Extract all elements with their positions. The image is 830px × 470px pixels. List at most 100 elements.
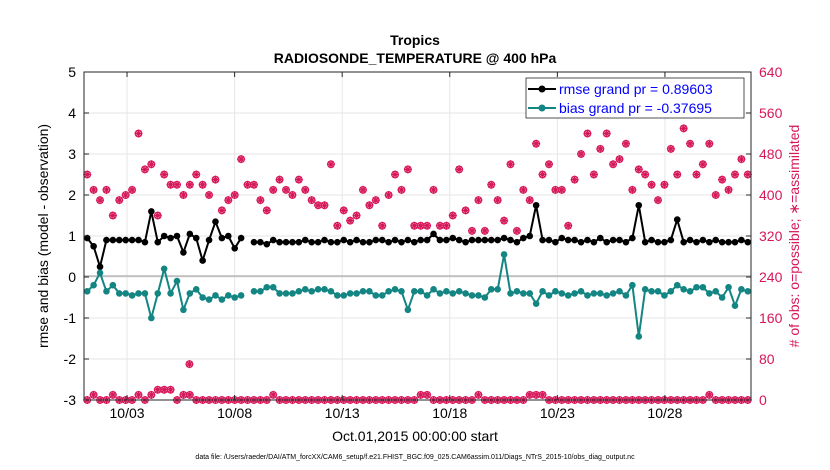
- obs-assimilated-marker: [230, 191, 239, 199]
- obs-assimilated-marker: [384, 191, 393, 199]
- bias-point: [584, 292, 591, 299]
- rmse-point: [263, 240, 271, 248]
- rmse-point: [346, 238, 354, 246]
- obs-assimilated-marker: [224, 196, 233, 205]
- obs-assimilated-marker: [525, 390, 534, 399]
- rmse-point: [167, 234, 174, 242]
- rmse-series-layer: [83, 201, 752, 271]
- obs-assimilated-marker: [679, 124, 688, 133]
- rmse-point: [616, 236, 623, 244]
- obs-assimilated-marker: [166, 180, 175, 189]
- bias-point: [699, 283, 707, 291]
- bias-point: [455, 288, 463, 295]
- bias-point: [90, 281, 97, 289]
- rmse-point: [564, 236, 572, 244]
- rmse-point: [231, 245, 239, 252]
- y-tick-label-left: 2: [68, 187, 76, 203]
- obs-assimilated-marker: [660, 180, 669, 189]
- obs-assimilated-marker: [416, 390, 425, 399]
- rmse-point: [686, 236, 694, 244]
- obs-assimilated-marker: [512, 226, 521, 235]
- bias-series-layer: [83, 251, 752, 340]
- obs-assimilated-marker: [365, 201, 374, 210]
- x-tick-label: 10/13: [325, 405, 360, 421]
- bias-point: [609, 290, 617, 297]
- obs-assimilated-marker: [564, 221, 573, 230]
- x-tick-label: 10/03: [110, 405, 145, 421]
- rmse-point: [430, 230, 437, 238]
- obs-assimilated-marker: [532, 139, 541, 148]
- rmse-point: [423, 236, 431, 244]
- obs-assimilated-marker: [519, 185, 528, 194]
- obs-assimilated-marker: [371, 196, 380, 205]
- bias-point: [558, 290, 566, 297]
- obs-assimilated-marker: [480, 226, 489, 235]
- obs-assimilated-marker: [474, 196, 483, 205]
- bias-point: [327, 288, 335, 295]
- rmse-point: [186, 230, 194, 238]
- legend-rmse-marker: [538, 85, 546, 93]
- rmse-point: [494, 236, 501, 244]
- obs-assimilated-marker: [621, 139, 630, 148]
- x-tick-label: 10/18: [432, 405, 467, 421]
- rmse-point: [654, 238, 662, 246]
- obs-assimilated-marker: [698, 160, 707, 169]
- rmse-point: [462, 238, 469, 246]
- rmse-point: [103, 236, 110, 244]
- bias-point: [135, 290, 142, 297]
- obs-assimilated-marker: [307, 196, 316, 205]
- bias-point: [539, 288, 546, 295]
- bias-point: [494, 286, 501, 293]
- y-tick-label-right: 240: [759, 269, 783, 285]
- rmse-point: [314, 238, 322, 246]
- bias-point: [148, 314, 155, 322]
- bias-point: [481, 294, 489, 301]
- obs-assimilated-marker: [134, 129, 143, 138]
- chart-title: Tropics: [390, 32, 440, 48]
- obs-assimilated-marker: [179, 191, 188, 199]
- bias-point: [731, 302, 739, 310]
- rmse-point: [282, 238, 290, 246]
- rmse-point: [558, 234, 566, 242]
- bias-point: [314, 286, 322, 293]
- obs-assimilated-marker: [397, 185, 406, 194]
- obs-assimilated-marker: [570, 175, 579, 184]
- bias-point: [552, 288, 559, 295]
- bias-point: [667, 288, 675, 295]
- rmse-point: [295, 238, 303, 246]
- bias-point: [398, 288, 405, 295]
- bias-point: [513, 288, 521, 295]
- rmse-point: [673, 216, 681, 223]
- bias-point: [192, 286, 200, 293]
- obs-assimilated-marker: [378, 221, 387, 230]
- y-tick-label-left: 3: [68, 146, 76, 162]
- obs-assimilated-marker: [115, 196, 124, 205]
- y-axis-label-left: rmse and bias (model - observation): [35, 124, 51, 348]
- bias-point: [269, 283, 277, 291]
- obs-assimilated-marker: [577, 150, 586, 158]
- obs-assimilated-marker: [89, 390, 98, 399]
- obs-assimilated-marker: [423, 390, 432, 399]
- rmse-point: [141, 238, 149, 246]
- bias-point: [308, 288, 315, 295]
- rmse-point: [289, 238, 296, 246]
- rmse-point: [250, 238, 258, 246]
- rmse-point: [128, 236, 136, 244]
- bias-point: [564, 292, 572, 299]
- rmse-point: [545, 236, 553, 244]
- obs-assimilated-marker: [320, 201, 329, 210]
- data-file-footer: data file: /Users/raeder/DAI/ATM_forcXX/…: [195, 454, 635, 461]
- rmse-point: [500, 234, 508, 242]
- bias-point: [629, 281, 636, 289]
- rmse-point: [276, 238, 283, 246]
- obs-assimilated-marker: [147, 160, 156, 169]
- bias-point: [673, 281, 681, 289]
- x-axis: 10/03 10/08 10/13 10/18 10/23 10/28: [110, 72, 683, 421]
- obs-assimilated-marker: [160, 385, 169, 394]
- obs-assimilated-marker: [692, 170, 701, 179]
- rmse-point: [629, 234, 636, 242]
- rmse-point: [744, 238, 752, 246]
- bias-point: [263, 283, 271, 291]
- obs-assimilated-marker: [205, 191, 214, 199]
- obs-assimilated-marker: [442, 221, 451, 230]
